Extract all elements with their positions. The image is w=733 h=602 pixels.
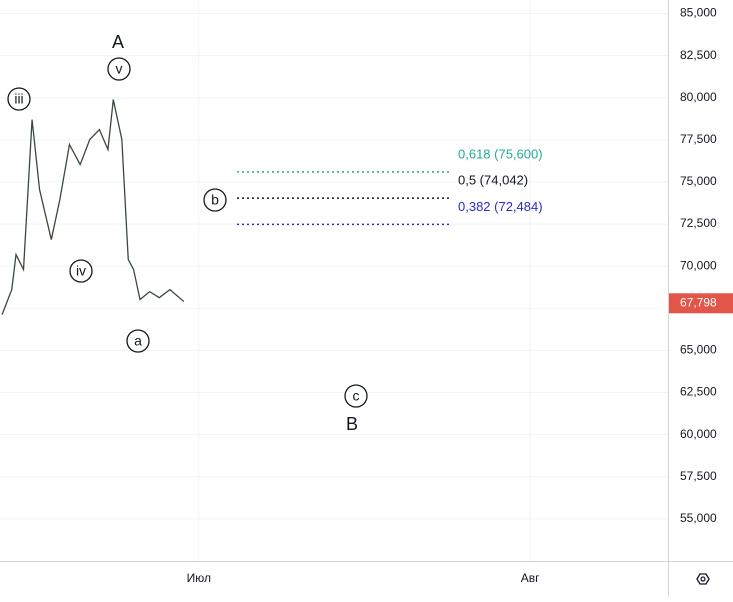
y-tick-label: 70,000 [680, 258, 717, 272]
last-price-label: 67,798 [680, 295, 717, 309]
fib-label: 0,5 (74,042) [458, 173, 528, 188]
y-tick-label: 85,000 [680, 6, 717, 20]
wave-circle [126, 329, 150, 353]
wave-label: iii [14, 91, 23, 107]
wave-label: a [134, 333, 142, 349]
y-tick-label: 82,500 [680, 48, 717, 62]
wave-circle [7, 87, 31, 111]
settings-icon-center [700, 576, 706, 582]
y-tick-label: 80,000 [680, 90, 717, 104]
x-tick-label: Авг [521, 571, 540, 585]
wave-circle [203, 188, 227, 212]
fib-label: 0,618 (75,600) [458, 146, 543, 161]
wave-label: b [211, 192, 219, 208]
x-tick-label: Июл [187, 571, 211, 585]
wave-label: iv [76, 263, 86, 279]
y-tick-label: 65,000 [680, 343, 717, 357]
y-tick-label: 72,500 [680, 216, 717, 230]
wave-label: B [346, 414, 358, 434]
settings-icon[interactable] [696, 573, 710, 585]
y-tick-label: 55,000 [680, 511, 717, 525]
y-tick-label: 60,000 [680, 427, 717, 441]
y-tick-label: 57,500 [680, 469, 717, 483]
wave-label: A [112, 32, 124, 52]
grid [0, 0, 668, 561]
y-tick-label: 75,000 [680, 174, 717, 188]
wave-label: c [353, 388, 360, 404]
y-tick-label: 62,500 [680, 385, 717, 399]
wave-circle [344, 384, 368, 408]
wave-circle [69, 259, 93, 283]
price-line [1, 99, 185, 315]
y-tick-label: 77,500 [680, 132, 717, 146]
settings-button[interactable] [696, 573, 710, 585]
fib-label: 0,382 (72,484) [458, 199, 543, 214]
wave-label: v [116, 61, 123, 77]
last-price-tag [669, 293, 733, 314]
wave-circle [107, 57, 131, 81]
